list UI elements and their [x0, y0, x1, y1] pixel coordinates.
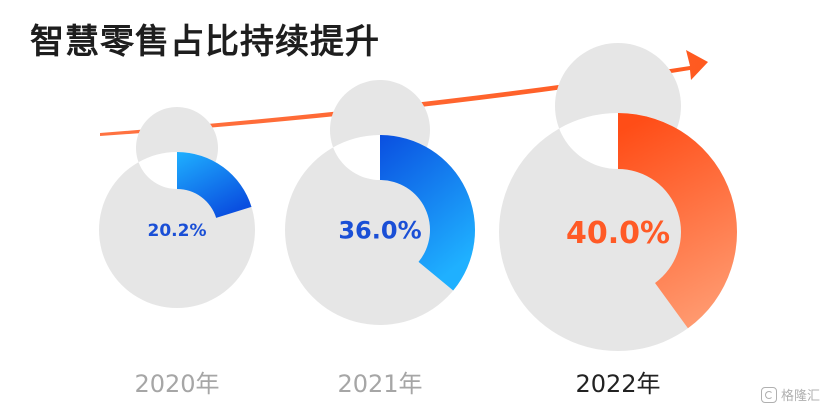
value-label-3: 40.0%: [566, 216, 670, 251]
donut-track-1: [98, 106, 255, 308]
watermark-text: 格隆汇: [780, 389, 820, 404]
gelonghui-logo-icon: [760, 386, 777, 403]
year-label-3: 2022年: [575, 370, 660, 398]
value-label-2: 36.0%: [338, 217, 421, 245]
donut-segment-2: [380, 135, 476, 291]
chart-title: 智慧零售占比持续提升: [30, 22, 380, 62]
donut-segment-1: [177, 152, 252, 218]
year-label-1: 2020年: [134, 370, 219, 398]
year-label-2: 2021年: [337, 370, 422, 398]
watermark: 格隆汇: [760, 385, 820, 404]
value-label-1: 20.2%: [148, 221, 207, 241]
donut-segment-3: [618, 113, 738, 329]
